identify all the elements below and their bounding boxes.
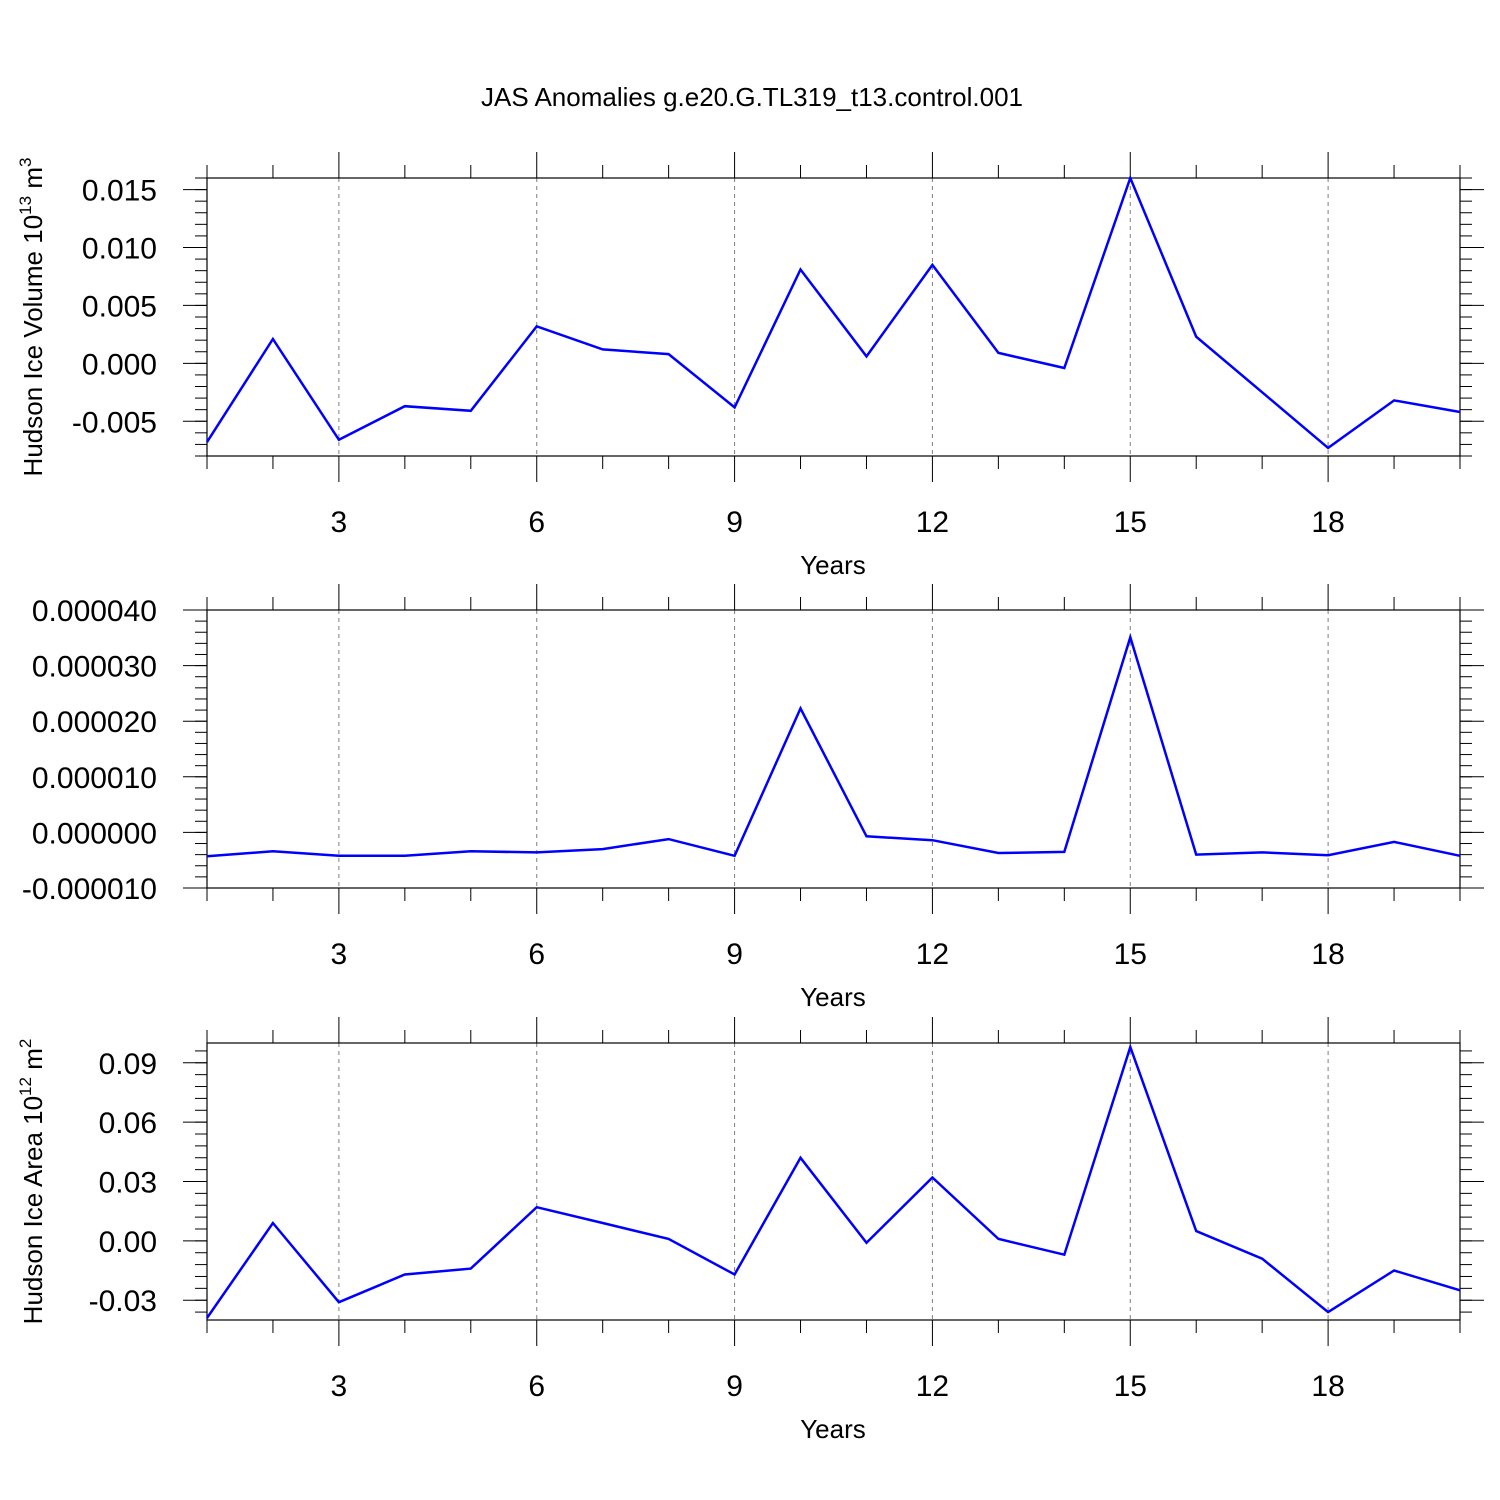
- x-tick-label: 6: [528, 506, 545, 539]
- y-tick-label: 0.010: [82, 233, 157, 266]
- x-tick-label: 18: [1311, 938, 1344, 971]
- x-tick-label: 12: [916, 1370, 949, 1403]
- y-axis-title-text: Hudson Ice Area 10: [18, 1096, 48, 1324]
- panel-middle: -0.000010 0.000000 0.000010 0.000020 0.00003…: [22, 584, 1484, 1012]
- y-tick-label: 0.000: [82, 348, 157, 381]
- x-tick-label: 12: [916, 938, 949, 971]
- figure-title: JAS Anomalies g.e20.G.TL319_t13.control.…: [481, 82, 1023, 112]
- y-tick-label: -0.03: [89, 1285, 157, 1318]
- series-line: [205, 174, 1461, 450]
- y-tick-label: 0.015: [82, 175, 157, 208]
- y-tick-label: 0.000000: [32, 817, 157, 850]
- x-tick-label: 15: [1114, 1370, 1147, 1403]
- y-axis-title-unit-exponent: 3: [16, 158, 35, 167]
- panel-ice-area: -0.03 0.00 0.03 0.06 0.09 3 6 9 12 15 18 Years Hudso…: [16, 1017, 1484, 1444]
- y-axis-title: Hudson Ice Volume 1013 m3: [16, 158, 48, 477]
- x-tick-label: 9: [726, 506, 743, 539]
- x-tick-label: 3: [331, 506, 348, 539]
- x-tick-label: 15: [1114, 506, 1147, 539]
- y-axis-title: Hudson Ice Area 1012 m2: [16, 1039, 48, 1325]
- y-axis-title-unit-exponent: 2: [16, 1039, 35, 1048]
- x-axis-title: Years: [800, 982, 866, 1012]
- x-tick-label: 12: [916, 506, 949, 539]
- x-tick-label: 9: [726, 1370, 743, 1403]
- x-tick-label: 6: [528, 1370, 545, 1403]
- x-tick-label: 18: [1311, 506, 1344, 539]
- y-tick-label: 0.03: [99, 1167, 157, 1200]
- y-axis-title-exponent: 13: [16, 196, 35, 215]
- y-tick-label: -0.005: [72, 406, 157, 439]
- y-axis-title-unit: m: [18, 1048, 48, 1077]
- x-axis-title: Years: [800, 550, 866, 580]
- panel-ice-volume: -0.005 0.000 0.005 0.010 0.015 3 6 9 12 15 18 Years…: [16, 152, 1484, 580]
- y-tick-label: 0.09: [99, 1048, 157, 1081]
- y-tick-label: 0.000030: [32, 651, 157, 684]
- plot-frame: [206, 609, 1461, 889]
- x-axis-title: Years: [800, 1414, 866, 1444]
- x-tick-label: 15: [1114, 938, 1147, 971]
- y-tick-label: -0.000010: [22, 873, 157, 906]
- x-tick-label: 9: [726, 938, 743, 971]
- y-axis-title-text: Hudson Ice Volume 10: [18, 215, 48, 477]
- y-axis-title-unit: m: [18, 167, 48, 196]
- x-tick-label: 18: [1311, 1370, 1344, 1403]
- y-tick-label: 0.06: [99, 1107, 157, 1140]
- y-axis-title-exponent: 12: [16, 1077, 35, 1096]
- x-tick-label: 3: [331, 1370, 348, 1403]
- series-line: [205, 1043, 1461, 1319]
- plot-frame: [206, 177, 1461, 457]
- y-tick-label: 0.005: [82, 290, 157, 323]
- x-tick-label: 3: [331, 938, 348, 971]
- series-line: [206, 632, 1461, 858]
- y-tick-label: 0.000040: [32, 595, 157, 628]
- y-tick-label: 0.000010: [32, 762, 157, 795]
- y-tick-label: 0.000020: [32, 706, 157, 739]
- x-tick-label: 6: [528, 938, 545, 971]
- y-tick-label: 0.00: [99, 1226, 157, 1259]
